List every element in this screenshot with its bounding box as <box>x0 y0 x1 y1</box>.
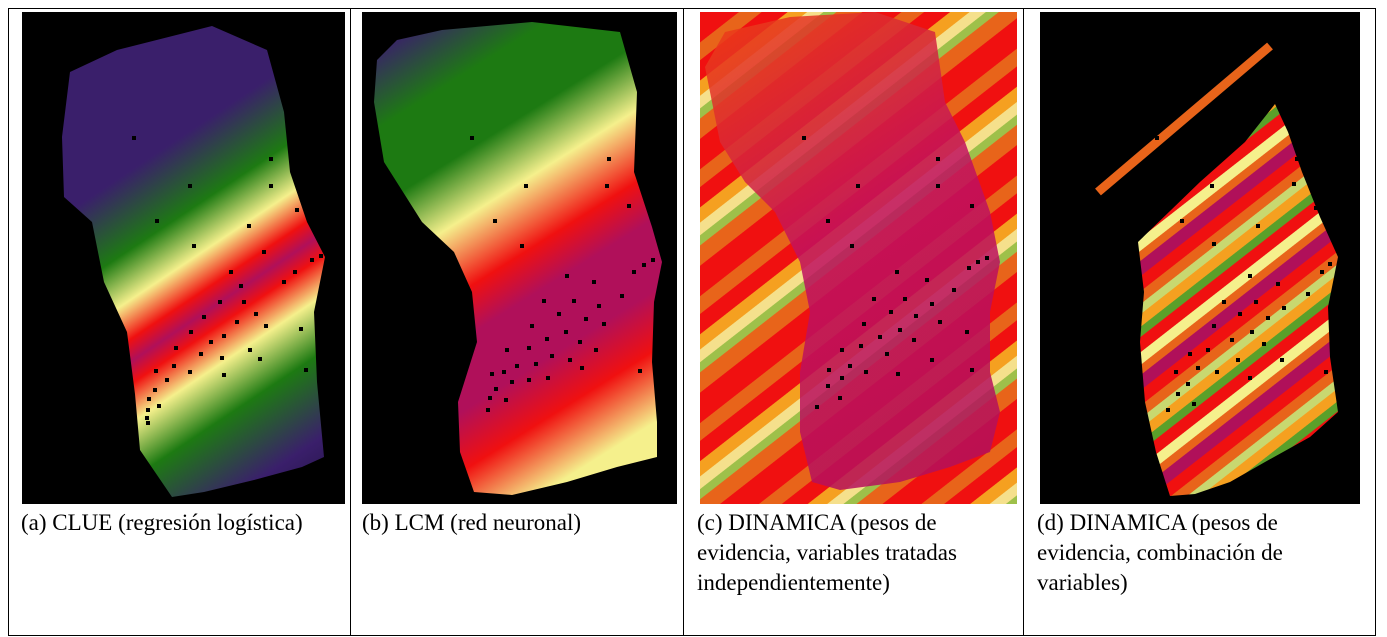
region-shape-d <box>1138 104 1338 496</box>
region-shape-c <box>705 12 1000 490</box>
region-shape-b <box>374 22 662 495</box>
caption-b: (b) LCM (red neuronal) <box>362 510 582 535</box>
column-divider <box>350 8 351 636</box>
region-shape-a <box>62 26 325 497</box>
map-panel-b <box>362 12 677 504</box>
caption-a: (a) CLUE (regresión logística) <box>21 510 303 535</box>
stray-strip <box>1095 42 1273 196</box>
column-divider <box>1023 8 1024 636</box>
column-divider <box>683 8 684 636</box>
caption-d: (d) DINAMICA (pesos de evidencia, combin… <box>1037 510 1283 595</box>
map-panel-d <box>1040 12 1360 504</box>
figure-table <box>8 8 1376 636</box>
caption-c: (c) DINAMICA (pesos de evidencia, variab… <box>697 510 957 595</box>
map-panel-a <box>22 12 345 504</box>
map-panel-c <box>700 12 1017 504</box>
